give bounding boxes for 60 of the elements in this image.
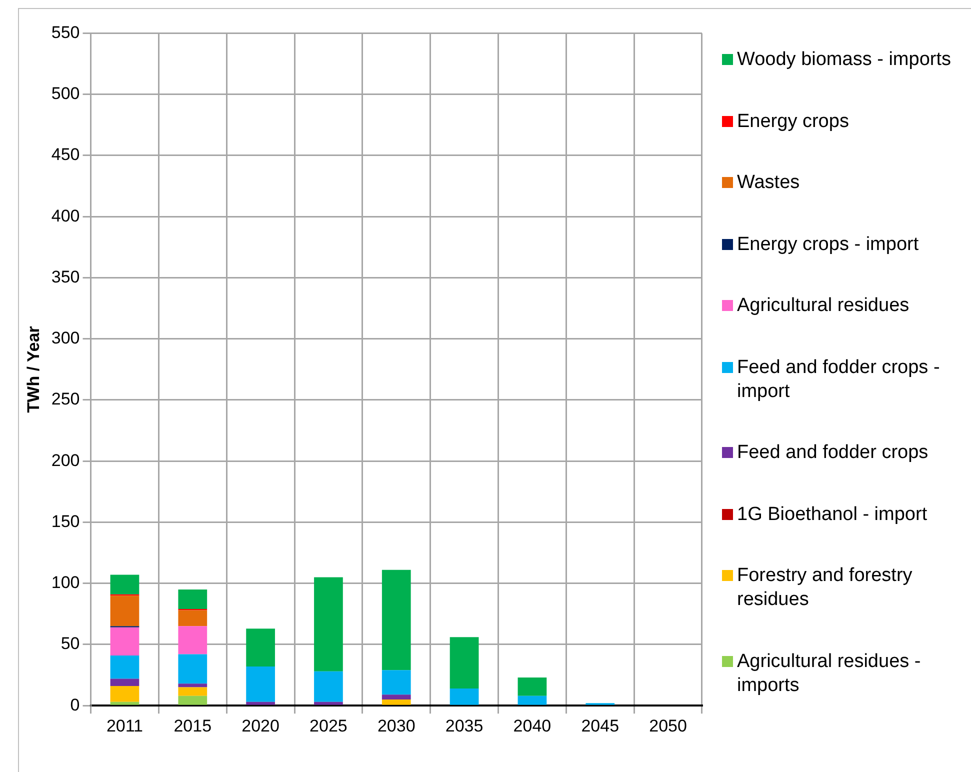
bar [314, 671, 343, 702]
legend-label: Feed and fodder crops [737, 441, 928, 466]
y-tick-label: 500 [51, 84, 80, 104]
bar [110, 686, 140, 702]
bar [382, 694, 411, 700]
bar [246, 666, 275, 702]
bar [518, 696, 547, 705]
legend-label: 1G Bioethanol - import [737, 502, 928, 527]
bar [178, 687, 208, 696]
bar [110, 702, 140, 705]
x-tick-label: 2040 [513, 716, 552, 736]
y-tick-label: 100 [51, 573, 80, 592]
bar [382, 570, 411, 670]
y-tick-label: 400 [51, 206, 80, 226]
bar [314, 577, 343, 672]
legend-label: Feed and fodder crops - import [737, 356, 941, 404]
legend-label: Agricultural residues - imports [737, 650, 922, 698]
bar [110, 678, 140, 686]
legend-label: Woody biomass - imports [737, 48, 951, 72]
bar [178, 610, 208, 626]
x-tick-label: 2025 [310, 716, 348, 736]
legend-label: Forestry and forestry residues [737, 564, 914, 612]
bar [450, 688, 479, 705]
x-tick-label: 2050 [649, 716, 687, 736]
legend-label: Energy crops - import [737, 232, 919, 257]
bar [110, 655, 140, 679]
bar [382, 670, 411, 695]
legend-label: Wastes [737, 171, 800, 196]
bar [110, 574, 140, 594]
y-tick-label: 550 [51, 22, 80, 42]
x-tick-label: 2020 [242, 716, 280, 736]
y-tick-label: 350 [51, 267, 80, 286]
x-tick-label: 2015 [174, 716, 212, 736]
bar [246, 702, 275, 705]
bar [518, 677, 547, 696]
x-tick-label: 2045 [581, 716, 620, 736]
x-tick-label: 2035 [445, 716, 484, 736]
bar [246, 628, 275, 666]
bar [178, 626, 208, 654]
x-tick-label: 2030 [377, 716, 416, 736]
y-tick-label: 50 [60, 634, 80, 654]
bar [178, 696, 208, 705]
y-tick-label: 150 [51, 512, 80, 531]
bar [314, 702, 343, 705]
y-tick-label: 450 [51, 145, 80, 164]
bar [110, 596, 140, 626]
y-tick-label: 250 [51, 390, 80, 409]
y-axis-title: TWh / Year [24, 326, 43, 413]
bar [178, 589, 208, 610]
x-tick-label: 2011 [106, 716, 144, 736]
bar [110, 627, 140, 656]
legend-label: Energy crops [737, 110, 849, 134]
bar [382, 699, 411, 705]
y-tick-label: 0 [70, 695, 80, 714]
bar [450, 637, 479, 688]
bar [178, 654, 208, 684]
legend-label: Agricultural residues [737, 294, 910, 318]
bar [178, 684, 208, 688]
y-tick-label: 300 [51, 328, 80, 348]
y-tick-label: 200 [51, 450, 80, 470]
